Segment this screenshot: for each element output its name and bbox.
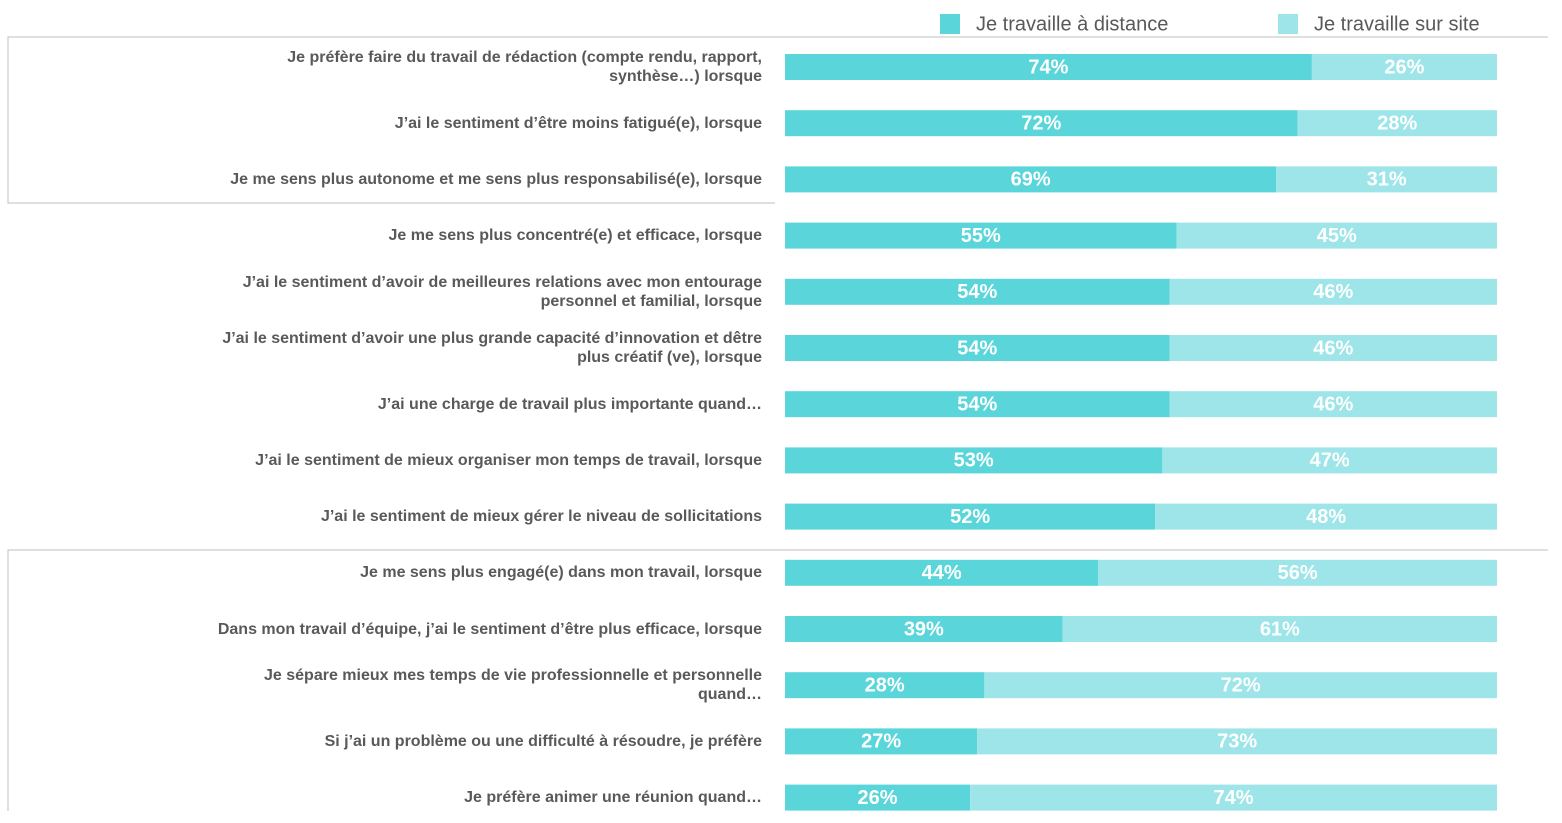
value-label: 55% [961,225,1001,247]
bar-segment [785,503,1156,530]
bar-segment [1276,166,1497,193]
bar-segment [785,278,1170,305]
category-label: J’ai le sentiment d’avoir de meilleures … [242,273,762,310]
value-label: 28% [1377,112,1417,134]
bar-segment [785,335,1170,361]
category-label: Je préfère animer une réunion quand… [464,789,762,807]
group-frame [7,36,1548,204]
bar-segment [785,559,1099,586]
category-label: Je me sens plus engagé(e) dans mon trava… [360,564,762,582]
value-label: 26% [858,787,898,809]
value-label: 48% [1306,506,1346,528]
bar-segment [1297,110,1497,137]
category-label: Je me sens plus concentré(e) et efficace… [388,227,762,245]
value-label: 53% [954,450,994,472]
bar-segment [984,672,1497,699]
legend-swatch [1278,14,1298,34]
value-label: 74% [1028,56,1068,78]
value-label: 27% [861,731,901,753]
value-label: 44% [922,562,962,584]
value-label: 54% [957,393,997,415]
value-label: 69% [1011,169,1051,191]
bar-segment [977,728,1497,755]
value-label: 47% [1310,450,1350,472]
bar-segment [1155,503,1497,530]
legend-label: Je travaille à distance [976,13,1168,35]
category-label: Je me sens plus autonome et me sens plus… [230,170,762,188]
bar-segment [1176,222,1497,249]
value-label: 52% [950,506,990,528]
bar-segment [785,54,1312,80]
bar-segment [785,672,985,699]
value-label: 39% [904,618,944,640]
bar-segment [785,616,1063,642]
category-label: Je préfère faire du travail de rédaction… [287,49,762,85]
value-label: 73% [1217,731,1257,753]
bar-segment [970,784,1497,811]
value-label: 45% [1317,225,1357,247]
bar-segment [1169,278,1497,305]
bar-segment [1169,335,1497,361]
category-label: J’ai le sentiment d’être moins fatigué(e… [394,114,762,132]
bar-segment [1098,559,1497,586]
category-label: Dans mon travail d’équipe, j’ai le senti… [217,620,762,638]
bar-segment [785,166,1277,193]
category-label: Je sépare mieux mes temps de vie profess… [264,667,762,704]
category-label: J’ai le sentiment de mieux organiser mon… [255,451,762,469]
value-label: 54% [957,281,997,303]
value-label: 46% [1313,393,1353,415]
bar-segment [785,784,971,811]
value-label: 61% [1260,618,1300,640]
bar-segment [1162,447,1497,474]
value-label: 54% [957,337,997,359]
category-label: J’ai le sentiment d’avoir une plus grand… [222,330,762,366]
category-label: Si j’ai un problème ou une difficulté à … [324,732,762,750]
value-label: 28% [865,674,905,696]
value-label: 72% [1021,112,1061,134]
bar-segment [785,110,1298,137]
bar-segment [1169,391,1497,418]
value-label: 31% [1367,169,1407,191]
value-label: 46% [1313,337,1353,359]
category-label: J’ai une charge de travail plus importan… [377,395,762,413]
group-frame [7,549,1548,811]
value-label: 26% [1384,56,1424,78]
value-label: 72% [1221,674,1261,696]
value-label: 56% [1278,562,1318,584]
bar-segment [785,447,1163,474]
bar-segment [785,391,1170,418]
legend-swatch [940,14,960,34]
value-label: 46% [1313,281,1353,303]
legend-label: Je travaille sur site [1314,13,1480,35]
bar-segment [785,728,978,755]
bar-segment [1311,54,1497,80]
bar-segment [1062,616,1497,642]
category-label: J’ai le sentiment de mieux gérer le nive… [320,508,762,526]
value-label: 74% [1214,787,1254,809]
bar-segment [785,222,1177,249]
group-frames [7,36,1548,811]
